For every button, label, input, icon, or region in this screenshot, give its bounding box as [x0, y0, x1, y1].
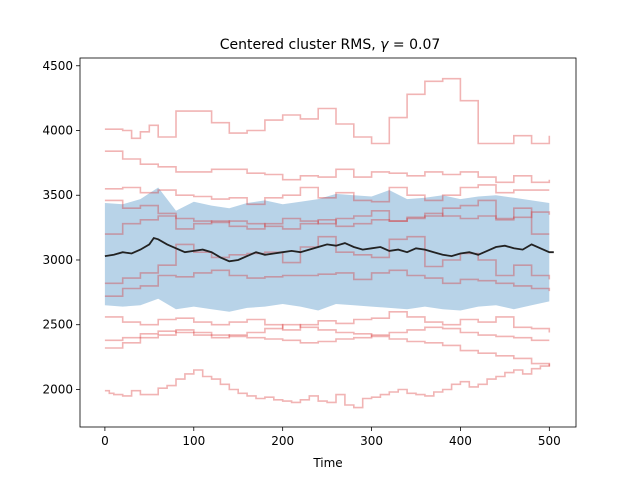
trajectory-line-2	[104, 77, 551, 145]
y-tick-label: 3500	[42, 188, 73, 202]
trajectory-line-5	[104, 211, 551, 235]
trajectory-line-9	[104, 326, 550, 349]
y-tick-label: 3000	[42, 253, 73, 267]
x-tick-label: 400	[449, 434, 472, 448]
x-axis-label: Time	[312, 456, 342, 470]
x-tick-label: 200	[271, 434, 294, 448]
trajectory-line-11	[104, 199, 550, 235]
y-tick-label: 4500	[42, 59, 73, 73]
x-tick-label: 300	[360, 434, 383, 448]
trajectory-line-8	[104, 311, 551, 333]
series-layer	[104, 77, 554, 409]
trajectory-line-3	[104, 150, 551, 184]
y-tick-label: 4000	[42, 124, 73, 138]
x-axis: 0 100 200 300 400 500	[101, 427, 561, 448]
trajectory-line-6	[104, 235, 551, 285]
trajectory-line-1	[104, 363, 551, 409]
x-tick-label: 100	[182, 434, 205, 448]
x-tick-label: 0	[101, 434, 109, 448]
trajectory-line-7	[104, 269, 551, 297]
y-tick-label: 2000	[42, 382, 73, 396]
mean-line	[104, 236, 554, 263]
chart-title: Centered cluster RMS, γ = 0.07	[220, 37, 441, 53]
trajectory-line-10	[104, 323, 551, 367]
x-tick-label: 500	[538, 434, 561, 448]
y-tick-label: 2500	[42, 318, 73, 332]
plot-frame	[79, 57, 577, 428]
y-axis: 2000 2500 3000 3500 4000 4500	[42, 59, 80, 396]
trajectory-line-4	[104, 184, 550, 206]
uncertainty-band	[104, 187, 550, 312]
